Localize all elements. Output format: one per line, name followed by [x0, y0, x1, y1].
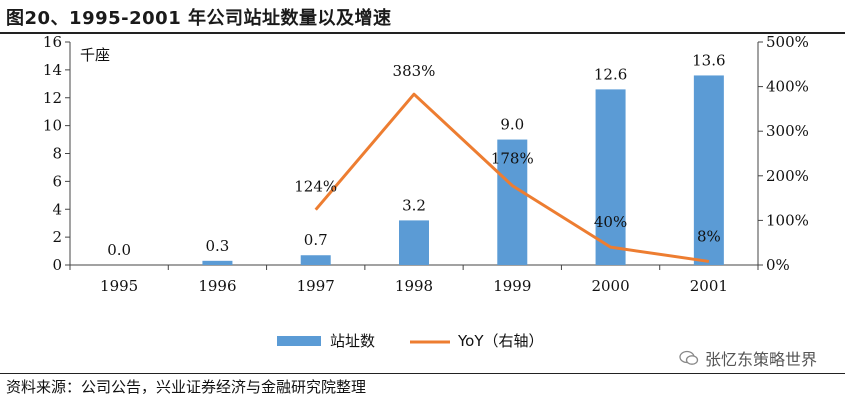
right-tick-label: 200%	[766, 167, 809, 185]
bar-label-1995: 0.0	[107, 241, 131, 259]
bar-1998	[399, 220, 429, 265]
yoy-label-1997: 124%	[294, 178, 337, 196]
bar-label-2000: 12.6	[594, 65, 627, 83]
left-tick-label: 14	[43, 61, 62, 79]
right-tick-label: 300%	[766, 122, 809, 140]
yoy-data-labels: 124% 383% 178% 40% 8%	[294, 62, 720, 245]
right-tick-label: 400%	[766, 78, 809, 96]
right-tick-label: 500%	[766, 34, 809, 51]
bar-1997	[300, 255, 331, 265]
source-divider	[0, 373, 845, 374]
left-tick-label: 16	[43, 34, 62, 51]
wechat-icon	[679, 350, 699, 365]
x-tick-label: 1999	[493, 277, 531, 295]
bar-label-1998: 3.2	[402, 196, 426, 214]
left-tick-label: 4	[52, 200, 62, 218]
legend-line-label: YoY（右轴）	[457, 332, 544, 350]
left-axis-ticks: 0 2 4 6 8 10 12 14 16	[43, 34, 70, 274]
legend-bar-swatch	[277, 336, 321, 346]
left-tick-label: 8	[52, 145, 62, 163]
x-tick-label: 1997	[297, 277, 335, 295]
bar-2001	[693, 75, 724, 265]
watermark: 张忆东策略世界	[679, 346, 817, 370]
x-axis-ticks: 1995 1996 1997 1998 1999 2000 2001	[69, 265, 759, 295]
yoy-label-2000: 40%	[594, 213, 627, 231]
left-tick-label: 12	[43, 89, 62, 107]
bar-label-1997: 0.7	[304, 231, 328, 249]
right-tick-label: 100%	[766, 211, 809, 229]
chart-legend: 站址数 YoY（右轴）	[277, 332, 544, 350]
source-note: 资料来源：公司公告，兴业证券经济与金融研究院整理	[6, 378, 367, 396]
legend-bar-label: 站址数	[330, 332, 375, 350]
x-tick-label: 1995	[100, 277, 138, 295]
yoy-line-series	[314, 92, 710, 263]
bar-1999	[497, 139, 528, 265]
left-tick-label: 0	[52, 256, 62, 274]
left-axis-unit-label: 千座	[80, 46, 110, 64]
bar-label-1996: 0.3	[205, 237, 229, 255]
bar-series	[202, 75, 724, 265]
bar-2000	[595, 89, 626, 265]
yoy-label-1999: 178%	[491, 150, 534, 168]
x-tick-label: 2000	[591, 277, 629, 295]
figure-title: 图20、1995-2001 年公司站址数量以及增速	[6, 8, 392, 29]
left-tick-label: 2	[52, 228, 62, 246]
x-tick-label: 2001	[690, 277, 728, 295]
bar-label-1999: 9.0	[500, 116, 524, 134]
right-tick-label: 0%	[766, 256, 790, 274]
yoy-label-1998: 383%	[393, 62, 436, 80]
bar-label-2001: 13.6	[692, 51, 725, 69]
title-divider	[0, 32, 845, 34]
right-axis-ticks: 0% 100% 200% 300% 400% 500%	[758, 34, 809, 274]
x-tick-label: 1996	[198, 277, 236, 295]
left-tick-label: 10	[43, 117, 62, 135]
chart: 0 2 4 6 8 10 12 14 16 0% 100% 200% 300% 400% 500% 199…	[43, 34, 809, 350]
x-tick-label: 1998	[395, 277, 433, 295]
bar-1996	[202, 260, 233, 265]
watermark-text: 张忆东策略世界	[704, 350, 817, 369]
yoy-label-2001: 8%	[697, 227, 721, 245]
bar-data-labels: 0.0 0.3 0.7 3.2 9.0 12.6 13.6	[107, 51, 725, 259]
left-tick-label: 6	[52, 172, 62, 190]
